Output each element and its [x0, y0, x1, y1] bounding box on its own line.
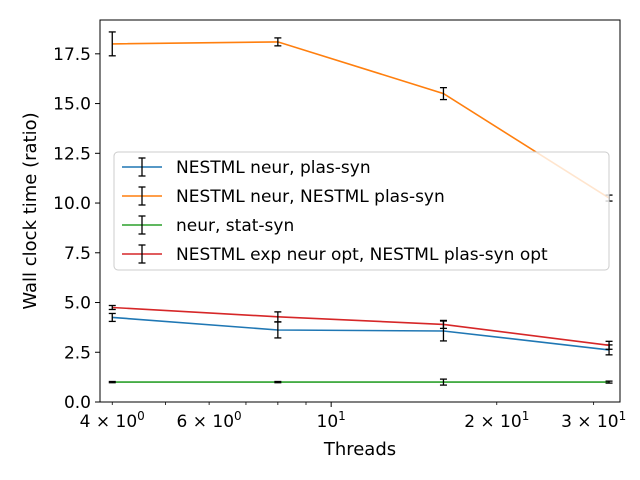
x-tick-label: 4 × 100 [80, 409, 145, 432]
plot-area-frame [99, 19, 621, 403]
series-line [112, 41, 610, 199]
error-bar [108, 312, 116, 323]
legend-entry: NESTML neur, NESTML plas-syn [122, 186, 445, 207]
series-0 [108, 312, 613, 356]
series-2 [108, 378, 613, 386]
series-layer [108, 31, 613, 386]
series-line [112, 316, 610, 351]
y-tick-label: 7.5 [64, 244, 91, 264]
x-tick-label: 3 × 101 [561, 409, 626, 432]
error-bar [605, 380, 613, 384]
y-tick-label: 0.0 [64, 393, 91, 413]
legend-entry: neur, stat-syn [122, 215, 294, 236]
legend-box [113, 151, 610, 271]
error-bar [274, 380, 282, 384]
legend-label: NESTML neur, plas-syn [176, 158, 371, 178]
error-bar [274, 311, 282, 323]
y-tick-label: 17.5 [53, 45, 91, 65]
legend-label: NESTML neur, NESTML plas-syn [176, 187, 445, 207]
y-tick-label: 10.0 [53, 194, 91, 214]
legend-entry: NESTML neur, plas-syn [122, 157, 371, 178]
y-tick-label: 12.5 [53, 144, 91, 164]
y-tick-label: 15.0 [53, 95, 91, 115]
x-axis-label: Threads [323, 439, 396, 460]
error-bar [439, 378, 447, 386]
series-3 [108, 304, 613, 350]
legend-label: neur, stat-syn [176, 216, 294, 236]
series-line [112, 306, 610, 347]
error-bar [108, 380, 116, 384]
error-bar [605, 340, 613, 350]
legend-label: NESTML exp neur opt, NESTML plas-syn opt [176, 245, 548, 265]
error-bar [108, 31, 116, 57]
legend-entry: NESTML exp neur opt, NESTML plas-syn opt [122, 244, 548, 265]
x-tick-label: 2 × 101 [464, 409, 529, 432]
y-tick-label: 2.5 [64, 343, 91, 363]
y-axis-label: Wall clock time (ratio) [20, 112, 41, 309]
x-tick-label: 6 × 100 [177, 409, 242, 432]
error-bar [108, 304, 116, 311]
legend: NESTML neur, plas-syn NESTML neur, NESTML… [113, 151, 610, 271]
error-bar [274, 37, 282, 47]
x-tick-label: 101 [317, 409, 346, 432]
y-tick-label: 5.0 [64, 294, 91, 314]
error-bar [439, 86, 447, 101]
error-bar [439, 319, 447, 330]
